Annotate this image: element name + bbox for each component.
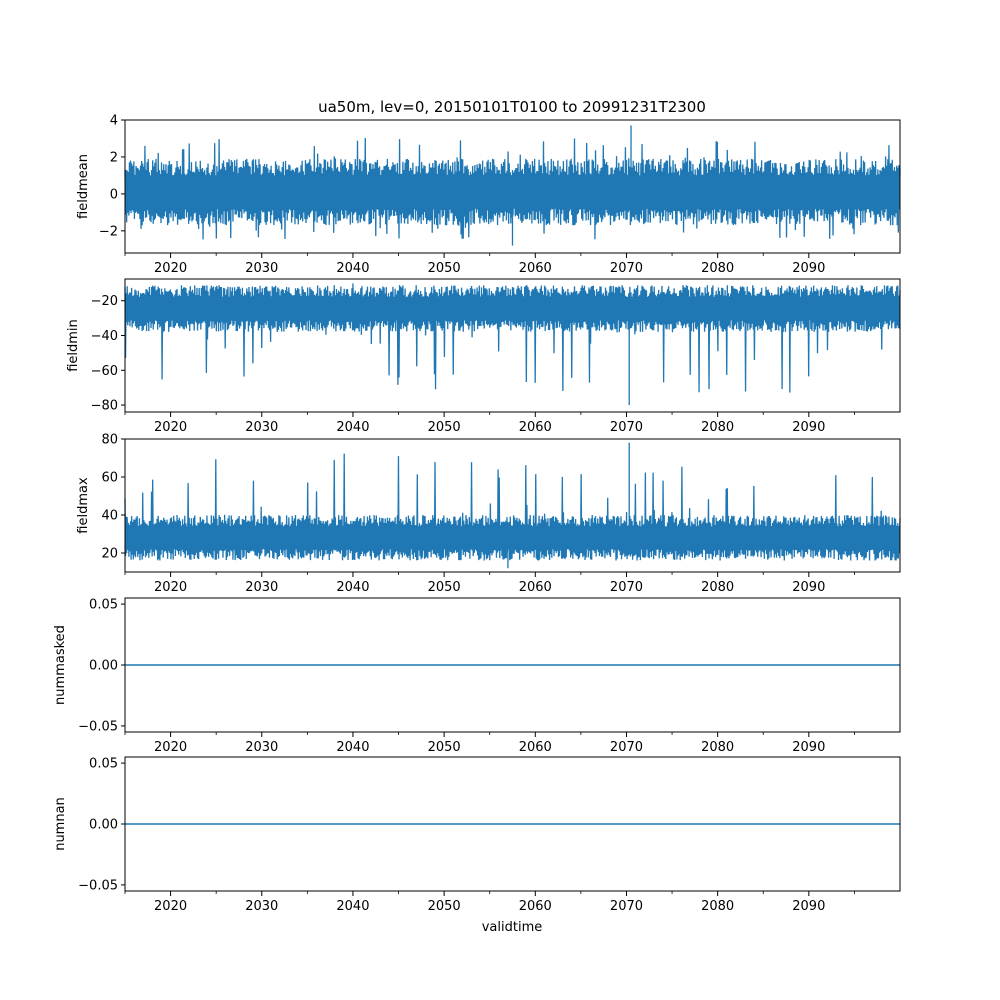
series-line-fieldmax [124,442,901,569]
x-tick-label-fieldmax: 2030 [245,580,278,595]
x-tick-label-nummasked: 2070 [610,740,643,755]
x-tick-label-fieldmin: 2020 [154,420,187,435]
y-tick-label-fieldmean: 4 [110,114,118,129]
x-tick-label-fieldmean: 2050 [428,261,461,276]
panel-fieldmin: −80 −60 −40 −20 2020 2030 2040 2050 2060 2070 2080… [66,278,901,435]
x-tick-label-numnan: 2050 [428,899,461,914]
y-tick-label-fieldmax: 80 [101,433,118,448]
x-tick-label-nummasked: 2040 [336,740,369,755]
y-tick-label-fieldmax: 20 [101,547,118,562]
x-tick-label-fieldmin: 2060 [519,420,552,435]
series-line-fieldmean [124,125,901,246]
x-axis-label: validtime [482,920,543,935]
y-tick-label-nummasked: −0.05 [78,719,118,734]
panel-numnan: −0.05 0.00 0.05 2020 2030 2040 2050 2060 2070 208… [53,756,901,914]
y-axis-label-fieldmin: fieldmin [66,319,81,372]
y-tick-label-fieldmax: 60 [101,471,118,486]
x-tick-label-fieldmean: 2060 [519,261,552,276]
x-tick-label-fieldmean: 2090 [792,261,825,276]
x-tick-label-fieldmin: 2040 [336,420,369,435]
x-tick-label-fieldmax: 2040 [336,580,369,595]
y-axis-label-fieldmean: fieldmean [76,154,91,219]
x-tick-label-fieldmax: 2050 [428,580,461,595]
x-tick-label-nummasked: 2090 [792,740,825,755]
y-tick-label-fieldmin: −80 [91,399,118,414]
x-tick-label-numnan: 2080 [701,899,734,914]
x-tick-label-fieldmin: 2030 [245,420,278,435]
panel-fieldmean: −2 0 2 4 2020 2030 2040 2050 2060 2070 2080 2090 fie… [76,114,901,276]
x-tick-label-fieldmean: 2030 [245,261,278,276]
x-tick-label-fieldmean: 2040 [336,261,369,276]
x-tick-label-fieldmax: 2060 [519,580,552,595]
x-tick-label-fieldmin: 2070 [610,420,643,435]
x-tick-label-fieldmin: 2090 [792,420,825,435]
x-tick-label-nummasked: 2030 [245,740,278,755]
x-tick-label-numnan: 2090 [792,899,825,914]
figure-title: ua50m, lev=0, 20150101T0100 to 20991231T… [318,98,706,116]
x-tick-label-fieldmean: 2080 [701,261,734,276]
y-tick-label-fieldmean: 0 [110,187,118,202]
y-tick-label-fieldmin: −40 [91,329,118,344]
x-tick-label-fieldmean: 2020 [154,261,187,276]
y-tick-label-nummasked: 0.00 [89,659,118,674]
x-tick-label-fieldmax: 2090 [792,580,825,595]
series-line-fieldmin [124,283,901,406]
y-axis-label-numnan: numnan [53,797,68,851]
axes-frame-fieldmean [124,119,901,254]
x-tick-label-fieldmax: 2080 [701,580,734,595]
x-tick-label-numnan: 2030 [245,899,278,914]
y-tick-label-numnan: 0.05 [89,757,118,772]
panel-nummasked: −0.05 0.00 0.05 2020 2030 2040 2050 2060 2070 208… [53,597,901,755]
y-tick-label-numnan: −0.05 [78,878,118,893]
axes-frame-fieldmax [124,438,901,573]
y-tick-label-numnan: 0.00 [89,818,118,833]
x-tick-label-nummasked: 2080 [701,740,734,755]
y-tick-label-fieldmean: −2 [99,224,118,239]
axes-frame-fieldmin [124,278,901,413]
y-axis-label-fieldmax: fieldmax [76,477,91,534]
y-tick-label-nummasked: 0.05 [89,598,118,613]
x-tick-label-nummasked: 2050 [428,740,461,755]
x-tick-label-fieldmax: 2020 [154,580,187,595]
x-tick-label-fieldmax: 2070 [610,580,643,595]
x-tick-label-nummasked: 2020 [154,740,187,755]
x-tick-label-numnan: 2060 [519,899,552,914]
x-tick-label-fieldmean: 2070 [610,261,643,276]
x-tick-label-numnan: 2020 [154,899,187,914]
y-tick-label-fieldmax: 40 [101,509,118,524]
x-tick-label-numnan: 2040 [336,899,369,914]
x-tick-label-fieldmin: 2080 [701,420,734,435]
x-tick-label-nummasked: 2060 [519,740,552,755]
y-axis-label-nummasked: nummasked [53,625,68,705]
x-tick-label-numnan: 2070 [610,899,643,914]
y-tick-label-fieldmin: −60 [91,364,118,379]
y-tick-label-fieldmin: −20 [91,294,118,309]
x-tick-label-fieldmin: 2050 [428,420,461,435]
y-tick-label-fieldmean: 2 [110,150,118,165]
